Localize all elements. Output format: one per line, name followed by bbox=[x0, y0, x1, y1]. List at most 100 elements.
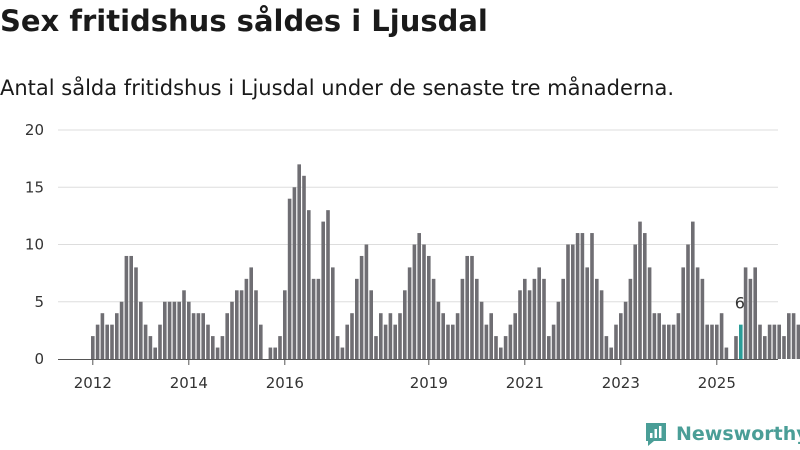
bar bbox=[676, 313, 681, 359]
bar bbox=[268, 347, 273, 359]
bar bbox=[163, 301, 167, 359]
brand-logo: Newsworthy bbox=[644, 421, 800, 447]
bar bbox=[619, 313, 623, 359]
y-tick-label: 0 bbox=[34, 350, 44, 368]
bar bbox=[758, 324, 762, 359]
bar bbox=[638, 221, 642, 359]
bar bbox=[307, 210, 311, 359]
bar bbox=[273, 347, 277, 359]
bar bbox=[532, 278, 537, 359]
bar bbox=[191, 313, 196, 359]
bar bbox=[345, 324, 349, 359]
bar bbox=[311, 278, 316, 359]
bar bbox=[451, 324, 455, 359]
bar bbox=[220, 336, 225, 359]
bar bbox=[172, 301, 177, 359]
bar-chart-logo-icon bbox=[646, 423, 666, 446]
bar bbox=[489, 313, 493, 359]
bar bbox=[436, 301, 441, 359]
bar bbox=[686, 244, 690, 359]
bar bbox=[355, 278, 359, 359]
bar bbox=[542, 278, 546, 359]
bar bbox=[643, 233, 647, 359]
bar bbox=[292, 187, 297, 359]
y-tick-label: 20 bbox=[25, 121, 44, 139]
bar bbox=[748, 278, 753, 359]
bar bbox=[383, 324, 388, 359]
bar bbox=[244, 278, 249, 359]
bar bbox=[326, 210, 330, 359]
bar bbox=[427, 255, 431, 359]
bar bbox=[772, 324, 777, 359]
bar bbox=[527, 290, 532, 359]
x-tick-label: 2025 bbox=[698, 374, 736, 392]
bar bbox=[148, 336, 153, 359]
bar bbox=[777, 324, 781, 359]
bar bbox=[340, 347, 345, 359]
bar bbox=[561, 278, 565, 359]
bar bbox=[278, 336, 282, 359]
bar bbox=[796, 324, 800, 359]
x-tick-label: 2014 bbox=[170, 374, 208, 392]
bar bbox=[499, 347, 503, 359]
bar bbox=[182, 290, 186, 359]
bar bbox=[681, 267, 685, 359]
bar bbox=[743, 267, 748, 359]
bar bbox=[575, 233, 580, 359]
bar bbox=[422, 244, 426, 359]
bar bbox=[609, 347, 613, 359]
bar bbox=[695, 267, 700, 359]
bar bbox=[551, 324, 556, 359]
bar bbox=[187, 301, 191, 359]
bar bbox=[364, 244, 369, 359]
bar bbox=[566, 244, 570, 359]
bar bbox=[667, 324, 671, 359]
bar bbox=[691, 221, 695, 359]
bar bbox=[139, 301, 143, 359]
bar bbox=[91, 336, 95, 359]
x-tick-label: 2023 bbox=[602, 374, 640, 392]
bar bbox=[321, 221, 325, 359]
bar bbox=[753, 267, 757, 359]
bar bbox=[662, 324, 666, 359]
bar bbox=[388, 313, 393, 359]
bar bbox=[787, 313, 791, 359]
bar bbox=[623, 301, 628, 359]
bar bbox=[350, 313, 354, 359]
bar bbox=[124, 255, 129, 359]
bar bbox=[412, 244, 417, 359]
bar-chart: 0 5 10 15 20 6 2012 2014 2016 2019 2021 2023 2025 bbox=[25, 121, 800, 392]
bar bbox=[763, 336, 767, 359]
bar bbox=[700, 278, 705, 359]
bar bbox=[403, 290, 407, 359]
bar bbox=[431, 278, 436, 359]
bar bbox=[331, 267, 335, 359]
bar bbox=[652, 313, 657, 359]
bar bbox=[143, 324, 148, 359]
bar bbox=[134, 267, 138, 359]
bar bbox=[297, 164, 301, 359]
x-tick-label: 2021 bbox=[506, 374, 544, 392]
bar bbox=[446, 324, 450, 359]
bar bbox=[119, 301, 124, 359]
bar bbox=[508, 324, 513, 359]
bar bbox=[129, 255, 133, 359]
bar bbox=[177, 301, 181, 359]
bar bbox=[369, 290, 373, 359]
bar bbox=[537, 267, 541, 359]
y-tick-label: 5 bbox=[34, 293, 44, 311]
bar bbox=[254, 290, 258, 359]
bar bbox=[782, 336, 786, 359]
bar bbox=[441, 313, 445, 359]
bar bbox=[455, 313, 460, 359]
bar bbox=[556, 301, 561, 359]
bar bbox=[724, 347, 729, 359]
bar bbox=[484, 324, 489, 359]
bar bbox=[379, 313, 383, 359]
bar bbox=[230, 301, 234, 359]
bar bbox=[460, 278, 465, 359]
bar bbox=[196, 313, 201, 359]
bar bbox=[398, 313, 402, 359]
bar bbox=[287, 198, 292, 359]
bar bbox=[259, 324, 263, 359]
